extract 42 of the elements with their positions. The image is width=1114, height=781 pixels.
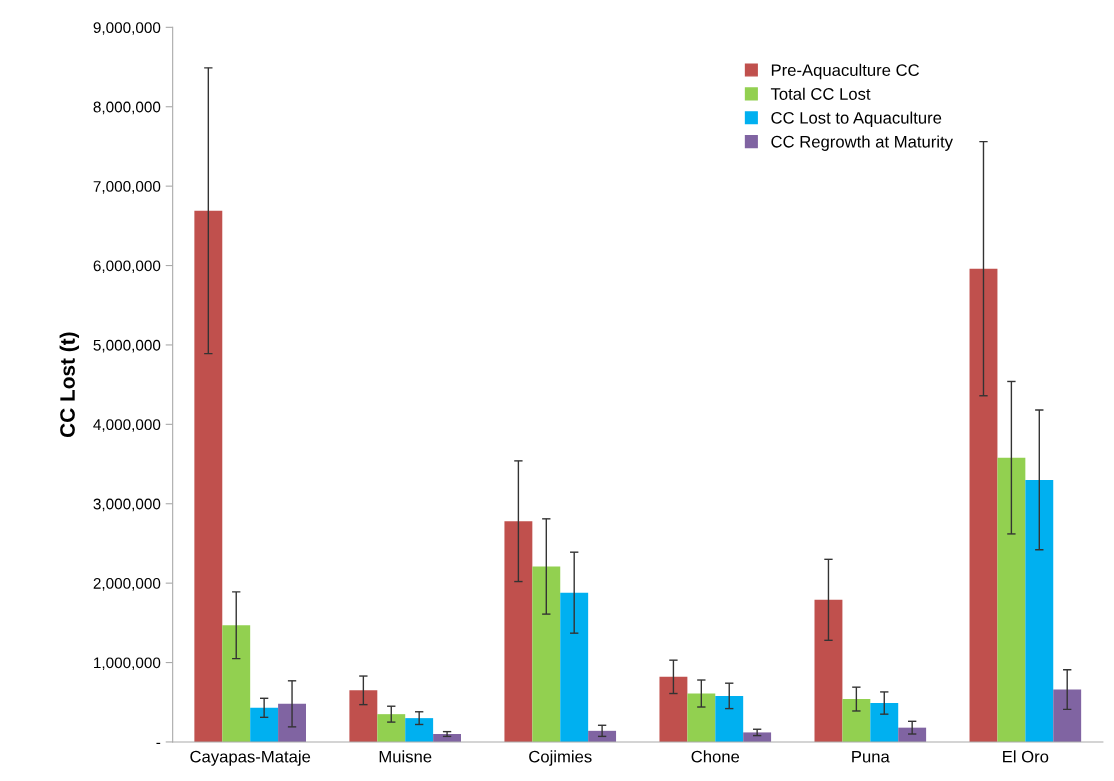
x-tick-label: Cojimies [529, 750, 592, 766]
bar [349, 690, 378, 742]
y-tick-label: 6,000,000 [93, 260, 161, 274]
y-tick-label: 3,000,000 [93, 498, 161, 512]
bar [715, 695, 744, 742]
bar [278, 703, 306, 742]
y-tick-label: 7,000,000 [93, 181, 161, 194]
bar [870, 703, 899, 742]
bar [842, 699, 871, 742]
x-tick-label: Muisne [379, 750, 432, 763]
bar [405, 718, 434, 742]
bar [560, 592, 589, 742]
bar [687, 693, 716, 742]
y-tick-label: 8,000,000 [93, 101, 161, 115]
y-axis-title: CC Lost (t) [59, 332, 80, 438]
bar [250, 707, 279, 742]
bar [532, 566, 561, 742]
y-tick-label: 9,000,000 [93, 22, 161, 35]
bar [997, 457, 1026, 742]
bar [377, 714, 406, 742]
bar [1053, 689, 1082, 742]
legend-label: Pre-Aquaculture CC [771, 63, 920, 80]
y-tick-label: 1,000,000 [94, 657, 161, 671]
bar [969, 268, 998, 742]
y-tick-label: 2,000,000 [93, 578, 161, 591]
x-tick-label: Chone [691, 750, 740, 763]
bar [1025, 479, 1054, 742]
legend-label: CC Lost to Aquaculture [771, 111, 942, 128]
legend-label: Total CC Lost [770, 87, 871, 100]
bar [194, 210, 223, 742]
bar [659, 676, 688, 742]
x-tick-label: Cayapas-Mataje [190, 750, 311, 766]
y-tick-label: 4,000,000 [93, 419, 161, 432]
y-tick-label: - [156, 742, 161, 745]
legend-label: CC Regrowth at Maturity [771, 135, 953, 151]
x-tick-label: Puna [852, 750, 890, 763]
bar [504, 521, 533, 742]
bar [222, 625, 251, 742]
x-tick-label: El Oro [1003, 750, 1049, 763]
bar [814, 599, 843, 742]
y-tick-label: 5,000,000 [93, 339, 161, 353]
bar [743, 732, 772, 742]
